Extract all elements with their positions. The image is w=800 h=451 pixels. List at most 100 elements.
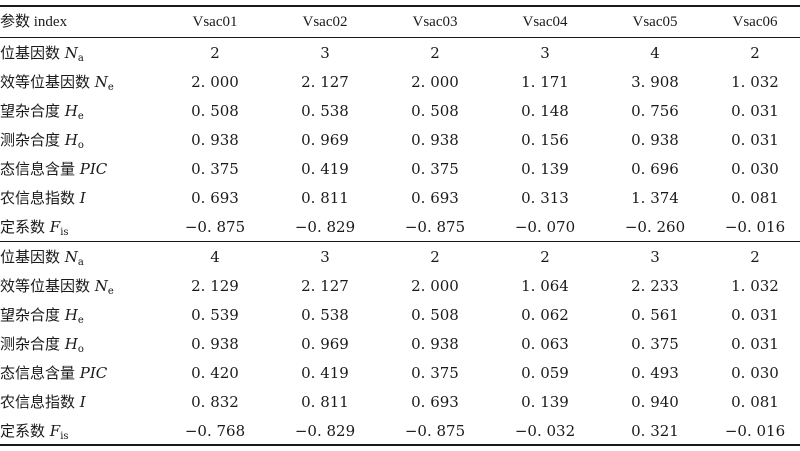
value-cell: 2 (750, 44, 760, 62)
bottom-rule (0, 444, 800, 446)
row-label: 态信息含量 PIC (0, 155, 190, 184)
value-cell: 2 (430, 44, 440, 62)
row-symbol: N (94, 73, 108, 91)
row-label: 农信息指数 I (0, 388, 190, 417)
row-symbol: I (79, 393, 86, 411)
row-label: 定系数 Fis (0, 417, 190, 446)
row-label: 效等位基因数 Ne (0, 272, 190, 301)
header-col: Vsac01 (192, 14, 238, 30)
row-symbol-subscript: e (77, 111, 84, 122)
value-cell: 0. 063 (521, 335, 569, 353)
value-cell: 0. 030 (731, 160, 779, 178)
value-cell: 1. 374 (631, 189, 679, 207)
value-cell: 1. 171 (521, 73, 569, 91)
value-cell: 0. 693 (411, 189, 459, 207)
row-symbol-subscript: o (77, 140, 84, 151)
value-cell: 0. 081 (731, 189, 779, 207)
value-cell: 0. 696 (631, 160, 679, 178)
row-symbol-subscript: e (107, 286, 114, 297)
row-symbol-subscript: e (77, 315, 84, 326)
value-cell: 0. 938 (411, 131, 459, 149)
row-label: 望杂合度 He (0, 97, 190, 126)
value-cell: 0. 969 (301, 131, 349, 149)
value-cell: 0. 139 (521, 160, 569, 178)
value-cell: 0. 419 (301, 160, 349, 178)
value-cell: 0. 031 (731, 335, 779, 353)
row-label-text: 农信息指数 (0, 189, 80, 207)
table-row: 农信息指数 I 0. 693 0. 811 0. 693 0. 313 1. 374 0. … (0, 184, 800, 213)
value-cell: 0. 538 (301, 306, 349, 324)
value-cell: 3 (320, 44, 330, 62)
value-cell: 2. 233 (631, 277, 679, 295)
table-row: 望杂合度 He 0. 539 0. 538 0. 508 0. 062 0. 561 0. … (0, 301, 800, 330)
value-cell: −0. 032 (514, 422, 576, 440)
row-label: 农信息指数 I (0, 184, 190, 213)
table-row: 定系数 Fis −0. 875 −0. 829 −0. 875 −0. 070 −0. 2… (0, 213, 800, 242)
value-cell: 0. 561 (631, 306, 679, 324)
row-symbol-subscript: is (60, 227, 69, 238)
table-row: 测杂合度 Ho 0. 938 0. 969 0. 938 0. 063 0. 375 0. … (0, 330, 800, 359)
value-cell: 0. 938 (191, 335, 239, 353)
header-col: Vsac03 (412, 14, 458, 30)
value-cell: 0. 539 (191, 306, 239, 324)
row-symbol: N (94, 277, 108, 295)
value-cell: 0. 693 (191, 189, 239, 207)
value-cell: 0. 031 (731, 306, 779, 324)
value-cell: 0. 375 (631, 335, 679, 353)
row-label-text: 测杂合度 (0, 131, 65, 149)
value-cell: 0. 938 (631, 131, 679, 149)
table-row: 农信息指数 I 0. 832 0. 811 0. 693 0. 139 0. 940 0. … (0, 388, 800, 417)
row-label-text: 效等位基因数 (0, 73, 95, 91)
header-col: Vsac04 (522, 14, 568, 30)
row-symbol-subscript: o (77, 344, 84, 355)
value-cell: 0. 148 (521, 102, 569, 120)
value-cell: −0. 875 (184, 218, 246, 236)
value-cell: 0. 030 (731, 364, 779, 382)
header-col: Vsac05 (632, 14, 678, 30)
row-label-text: 效等位基因数 (0, 277, 95, 295)
row-symbol: H (64, 131, 78, 149)
table-row: 效等位基因数 Ne 2. 000 2. 127 2. 000 1. 171 3. 908 1… (0, 68, 800, 97)
value-cell: 0. 938 (411, 335, 459, 353)
value-cell: 2 (750, 248, 760, 266)
row-label: 态信息含量 PIC (0, 359, 190, 388)
value-cell: 2 (210, 44, 220, 62)
value-cell: 0. 969 (301, 335, 349, 353)
value-cell: 0. 508 (191, 102, 239, 120)
value-cell: −0. 260 (624, 218, 686, 236)
row-symbol-subscript: a (77, 53, 84, 64)
value-cell: 0. 420 (191, 364, 239, 382)
value-cell: −0. 875 (404, 422, 466, 440)
header-col: Vsac06 (732, 14, 778, 30)
row-symbol: I (79, 189, 86, 207)
row-symbol: F (49, 218, 61, 236)
value-cell: 0. 832 (191, 393, 239, 411)
value-cell: 2. 127 (301, 73, 349, 91)
value-cell: −0. 016 (724, 422, 786, 440)
row-label: 测杂合度 Ho (0, 330, 190, 359)
value-cell: −0. 829 (294, 422, 356, 440)
row-symbol-subscript: e (107, 82, 114, 93)
row-label: 定系数 Fis (0, 213, 190, 242)
table-row: 望杂合度 He 0. 508 0. 538 0. 508 0. 148 0. 756 0. … (0, 97, 800, 126)
value-cell: 2 (540, 248, 550, 266)
value-cell: 0. 940 (631, 393, 679, 411)
row-label-text: 农信息指数 (0, 393, 80, 411)
value-cell: −0. 875 (404, 218, 466, 236)
value-cell: 0. 062 (521, 306, 569, 324)
table-row: 定系数 Fis −0. 768 −0. 829 −0. 875 −0. 032 0. 32… (0, 417, 800, 446)
row-symbol: H (64, 335, 78, 353)
value-cell: 0. 811 (301, 189, 349, 207)
row-label: 望杂合度 He (0, 301, 190, 330)
row-symbol: PIC (79, 160, 108, 178)
header-rule (0, 37, 800, 38)
value-cell: 1. 032 (731, 73, 779, 91)
row-label-text: 望杂合度 (0, 306, 65, 324)
value-cell: −0. 016 (724, 218, 786, 236)
value-cell: 0. 313 (521, 189, 569, 207)
value-cell: 1. 064 (521, 277, 569, 295)
value-cell: 0. 756 (631, 102, 679, 120)
value-cell: 3. 908 (631, 73, 679, 91)
row-label-text: 态信息含量 (0, 160, 80, 178)
table-row: 位基因数 Na 4 3 2 2 3 2 (0, 243, 800, 272)
